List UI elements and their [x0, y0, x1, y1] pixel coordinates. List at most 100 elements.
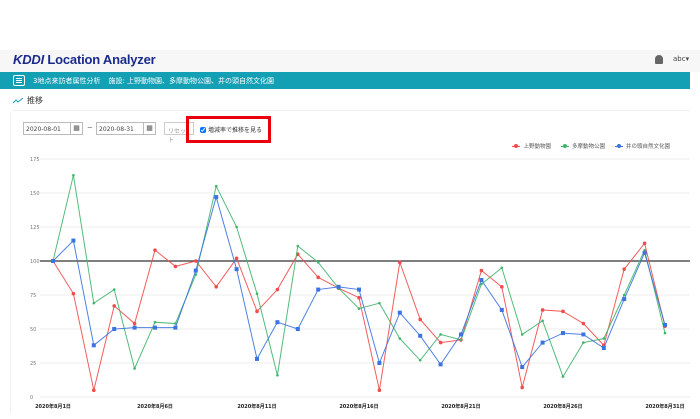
data-point — [378, 301, 381, 305]
data-point — [133, 367, 136, 370]
data-point — [418, 358, 422, 362]
data-point — [112, 304, 116, 308]
data-point — [214, 195, 219, 200]
data-point — [438, 362, 443, 367]
data-point — [194, 273, 198, 276]
legend-item[interactable]: 井の頭自然文化園 — [614, 142, 670, 150]
data-point — [499, 307, 504, 312]
data-point — [112, 288, 116, 291]
series-line-0 — [52, 242, 666, 391]
user-menu[interactable]: abc▾ — [673, 55, 690, 63]
data-point — [173, 264, 178, 269]
nav-bar: 3地点来訪者属性分析 施設: 上野動物園、多摩動物公園、井の頭自然文化園 — [0, 72, 690, 89]
data-point — [295, 327, 300, 331]
data-point — [153, 320, 157, 324]
data-point — [439, 333, 442, 336]
x-tick-label: 2020年8月26日 — [543, 403, 582, 410]
reset-button[interactable]: リセット — [164, 122, 194, 144]
legend-item[interactable]: 上野動物園 — [512, 142, 551, 150]
data-point — [255, 309, 259, 314]
data-point — [255, 292, 259, 295]
calendar-icon[interactable]: ▦ — [70, 122, 83, 135]
data-point — [643, 248, 646, 252]
data-point — [581, 332, 586, 337]
data-point — [479, 268, 484, 273]
growth-rate-checkbox[interactable]: 増減率で推移を見る — [200, 125, 262, 134]
app-logo[interactable]: KDDI Location Analyzer — [13, 52, 156, 67]
data-point — [663, 322, 667, 327]
data-point — [561, 331, 565, 336]
data-point — [71, 238, 76, 243]
data-point — [234, 256, 239, 261]
highlight-box — [186, 116, 271, 143]
data-point — [602, 337, 606, 340]
data-point — [153, 248, 157, 252]
checkbox[interactable] — [200, 126, 206, 133]
data-point — [112, 327, 117, 331]
x-tick-label: 2020年8月11日 — [237, 403, 276, 410]
data-point — [459, 332, 463, 337]
end-date-input[interactable]: 2020-08-31 — [96, 122, 156, 135]
panel-border — [10, 112, 11, 412]
data-point — [357, 295, 361, 300]
legend-label: 上野動物園 — [523, 144, 551, 150]
data-point — [398, 260, 402, 265]
series-line-2 — [52, 195, 666, 369]
data-point — [275, 287, 280, 292]
chart-legend: 上野動物園 多摩動物公園 井の頭自然文化園 — [512, 142, 670, 150]
data-point — [398, 337, 402, 340]
data-point — [214, 184, 218, 188]
data-point — [418, 317, 423, 322]
data-point — [173, 325, 178, 330]
data-point — [377, 388, 382, 393]
bell-icon[interactable] — [655, 55, 663, 64]
data-point — [234, 267, 239, 272]
data-point — [357, 307, 361, 310]
data-point — [438, 340, 443, 345]
data-point — [91, 343, 96, 348]
section-title: 推移 — [27, 96, 43, 105]
calendar-icon[interactable]: ▦ — [143, 122, 156, 135]
data-point — [153, 325, 157, 330]
data-point — [174, 322, 177, 325]
trend-icon — [13, 97, 23, 103]
y-tick-label: 175 — [30, 157, 40, 163]
y-tick-label: 75 — [30, 293, 36, 299]
data-point — [255, 356, 259, 361]
y-tick-label: 0 — [30, 395, 33, 401]
data-point — [540, 340, 545, 345]
data-point — [92, 301, 96, 305]
data-point — [541, 319, 544, 323]
data-point — [601, 346, 606, 351]
facility-list: 施設: 上野動物園、多摩動物公園、井の頭自然文化園 — [108, 77, 275, 85]
data-point — [622, 297, 627, 302]
analysis-name: 3地点来訪者属性分析 — [33, 77, 101, 85]
data-point — [397, 310, 402, 315]
data-point — [622, 267, 626, 271]
x-tick-label: 2020年8月1日 — [35, 403, 71, 410]
x-tick-label: 2020年8月31日 — [645, 403, 684, 410]
data-point — [377, 361, 382, 365]
data-point — [194, 259, 198, 263]
analysis-title: 3地点来訪者属性分析 施設: 上野動物園、多摩動物公園、井の頭自然文化園 — [33, 76, 274, 86]
logo-brand: KDDI — [13, 52, 44, 67]
data-point — [520, 333, 524, 336]
data-point — [316, 275, 321, 280]
y-tick-label: 150 — [30, 191, 40, 197]
data-point — [561, 375, 565, 378]
data-point — [235, 225, 238, 229]
data-point — [71, 291, 76, 296]
data-point — [582, 341, 585, 344]
data-point — [276, 373, 279, 377]
data-point — [540, 308, 545, 312]
data-point — [316, 261, 320, 264]
y-tick-label: 100 — [30, 259, 40, 265]
legend-item[interactable]: 多摩動物公園 — [560, 142, 605, 150]
data-point — [296, 244, 300, 248]
y-tick-label: 125 — [30, 225, 40, 231]
divider — [13, 110, 690, 111]
data-point — [193, 268, 198, 273]
hamburger-menu-button[interactable] — [13, 75, 25, 86]
data-point — [663, 331, 667, 335]
data-point — [418, 333, 423, 338]
